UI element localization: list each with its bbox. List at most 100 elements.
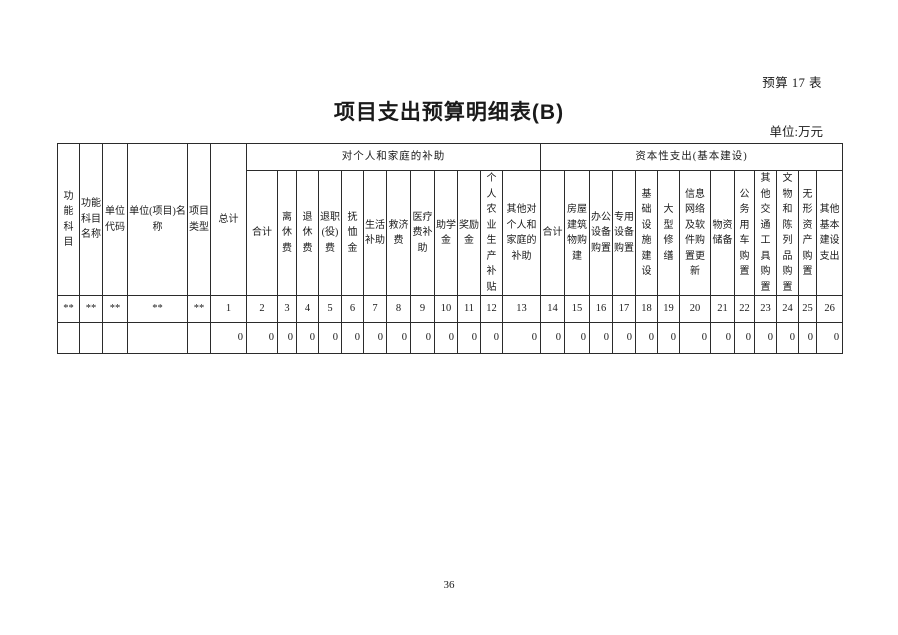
column-code-cell: ** [57, 295, 80, 323]
subheader-cell: 无形资产购置 [798, 170, 817, 296]
data-cell: 0 [341, 322, 364, 354]
data-cell [187, 322, 211, 354]
subheader-cell: 房屋建筑物购建 [564, 170, 590, 296]
header-unit-project-name: 单位(项目)名称 [127, 143, 188, 296]
column-code-cell: 18 [635, 295, 658, 323]
data-cell: 0 [246, 322, 278, 354]
budget-table: 功能科目 功能科目名称 单位代码 单位(项目)名称 项目类型 总计 对个人和家庭… [57, 143, 844, 354]
column-code-cell: 20 [679, 295, 711, 323]
column-code-cell: 23 [754, 295, 777, 323]
data-cell: 0 [710, 322, 735, 354]
data-cell: 0 [657, 322, 680, 354]
subheader-cell: 离休费 [277, 170, 297, 296]
column-code-cell: 11 [457, 295, 481, 323]
column-code-cell: 13 [502, 295, 541, 323]
subheader-cell: 其他交通工具购置 [754, 170, 777, 296]
subheader-cell: 个人农业生产补贴 [480, 170, 503, 296]
column-code-cell: 15 [564, 295, 590, 323]
column-code-cell: 22 [734, 295, 755, 323]
subheader-cell: 退休费 [296, 170, 319, 296]
column-code-cell: ** [79, 295, 103, 323]
data-cell: 0 [635, 322, 658, 354]
data-cell: 0 [480, 322, 503, 354]
data-cell: 0 [776, 322, 799, 354]
subheader-cell: 抚恤金 [341, 170, 364, 296]
data-cell [57, 322, 80, 354]
data-cell: 0 [410, 322, 435, 354]
column-code-cell: 19 [657, 295, 680, 323]
unit-label: 单位:万元 [769, 125, 823, 139]
group-header-capital-expenditure: 资本性支出(基本建设) [539, 143, 844, 171]
column-code-cell: 4 [296, 295, 319, 323]
header-function-code: 功能科目 [57, 143, 80, 296]
data-cell: 0 [277, 322, 297, 354]
page-title: 项目支出预算明细表(B) [333, 101, 565, 124]
data-cell: 0 [386, 322, 411, 354]
column-code-cell: 17 [612, 295, 636, 323]
column-code-cell: 10 [434, 295, 458, 323]
group-header-personal-family-subsidies: 对个人和家庭的补助 [246, 143, 541, 171]
subheader-cell: 文物和陈列品购置 [776, 170, 799, 296]
column-code-cell: 7 [363, 295, 387, 323]
data-cell: 0 [502, 322, 541, 354]
subheader-cell: 合计 [540, 170, 565, 296]
column-code-cell: ** [102, 295, 128, 323]
column-code-cell: 5 [318, 295, 342, 323]
column-code-cell: 9 [410, 295, 435, 323]
subheader-cell: 生活补助 [363, 170, 387, 296]
subheader-cell: 助学金 [434, 170, 458, 296]
column-code-cell: ** [187, 295, 211, 323]
data-cell: 0 [540, 322, 565, 354]
header-unit-code: 单位代码 [102, 143, 128, 296]
form-reference-label: 预算 17 表 [762, 76, 822, 90]
subheader-cell: 合计 [246, 170, 278, 296]
column-code-row: ** ** ** ** ** 1 2 3 4 5 6 7 8 9 10 11 1… [57, 295, 844, 323]
subheader-cell: 公务用车购置 [734, 170, 755, 296]
subheader-cell: 其他基本建设支出 [815, 170, 844, 296]
data-cell: 0 [734, 322, 755, 354]
subheader-cell: 退职(役)费 [318, 170, 342, 296]
column-code-cell: 3 [277, 295, 297, 323]
column-code-cell: 14 [540, 295, 565, 323]
subheader-cell: 物资储备 [710, 170, 735, 296]
column-code-cell: 8 [386, 295, 411, 323]
subheader-cell: 大型修缮 [657, 170, 680, 296]
column-code-cell: 21 [710, 295, 735, 323]
subheader-cell: 奖励金 [457, 170, 481, 296]
column-code-cell: 16 [589, 295, 613, 323]
column-code-cell: ** [127, 295, 188, 323]
column-code-cell: 6 [341, 295, 364, 323]
data-cell: 0 [679, 322, 711, 354]
subheader-cell: 办公设备购置 [589, 170, 613, 296]
data-cell: 0 [589, 322, 613, 354]
data-cell: 0 [612, 322, 636, 354]
header-project-type: 项目类型 [187, 143, 211, 296]
subheader-cell: 救济费 [386, 170, 411, 296]
data-cell [127, 322, 188, 354]
subheader-cell: 其他对个人和家庭的补助 [502, 170, 541, 296]
data-cell [102, 322, 128, 354]
sub-header-row: 合计 离休费 退休费 退职(役)费 抚恤金 生活补助 救济费 医疗费补助 助学金… [58, 170, 844, 296]
data-cell: 0 [296, 322, 319, 354]
column-code-cell: 25 [798, 295, 817, 323]
column-code-cell: 12 [480, 295, 503, 323]
data-cell: 0 [815, 322, 844, 354]
data-cell: 0 [210, 322, 247, 354]
group-header-row: 功能科目 功能科目名称 单位代码 单位(项目)名称 项目类型 总计 对个人和家庭… [57, 143, 844, 296]
subheader-cell: 基础设施建设 [635, 170, 658, 296]
column-code-cell: 24 [776, 295, 799, 323]
column-code-cell: 1 [210, 295, 247, 323]
subheader-cell: 医疗费补助 [410, 170, 435, 296]
page-number: 36 [443, 579, 455, 591]
header-function-name: 功能科目名称 [79, 143, 103, 296]
data-cell: 0 [363, 322, 387, 354]
subheader-cell: 信息网络及软件购置更新 [679, 170, 711, 296]
header-grand-total: 总计 [210, 143, 247, 296]
data-cell: 0 [318, 322, 342, 354]
data-cell: 0 [564, 322, 590, 354]
data-cell: 0 [754, 322, 777, 354]
data-cell: 0 [798, 322, 817, 354]
data-cell: 0 [434, 322, 458, 354]
subheader-cell: 专用设备购置 [612, 170, 636, 296]
